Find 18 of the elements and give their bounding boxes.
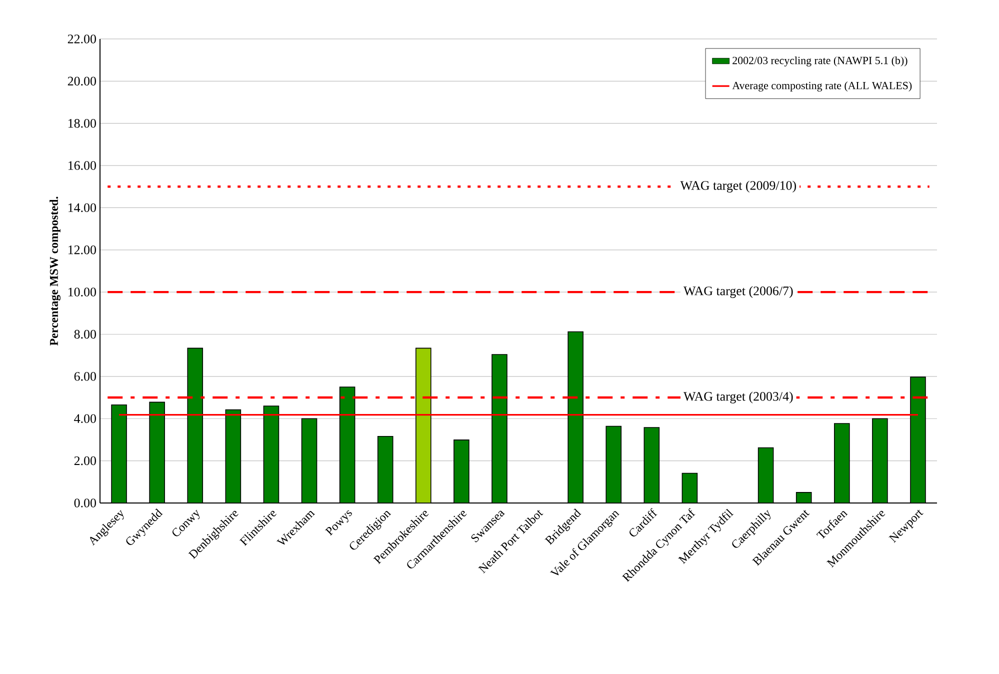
y-tick-label: 14.00 [68, 203, 96, 212]
legend-label: 2002/03 recycling rate (NAWPI 5.1 (b)) [732, 56, 908, 66]
y-axis-title: Percentage MSW composted. [50, 196, 61, 346]
ref-line-label: WAG target (2003/4) [684, 392, 793, 404]
ref-line-label: WAG target (2006/7) [684, 286, 793, 298]
y-tick-label: 8.00 [74, 330, 96, 339]
y-tick-label: 20.00 [68, 76, 96, 86]
y-tick-label: 6.00 [74, 372, 96, 381]
y-tick-label: 2.00 [74, 456, 96, 466]
y-tick-label: 12.00 [68, 246, 96, 254]
ref-line-label: WAG target (2009/10) [680, 180, 796, 193]
y-tick-label: 4.00 [74, 414, 96, 424]
y-tick-label: 16.00 [68, 161, 96, 170]
y-tick-label: 0.00 [74, 498, 96, 508]
y-tick-label: 18.00 [68, 118, 96, 128]
y-tick-label: 22.00 [68, 34, 96, 44]
legend-label: Average composting rate (ALL WALES) [732, 82, 912, 92]
y-tick-label: 10.00 [68, 288, 96, 296]
